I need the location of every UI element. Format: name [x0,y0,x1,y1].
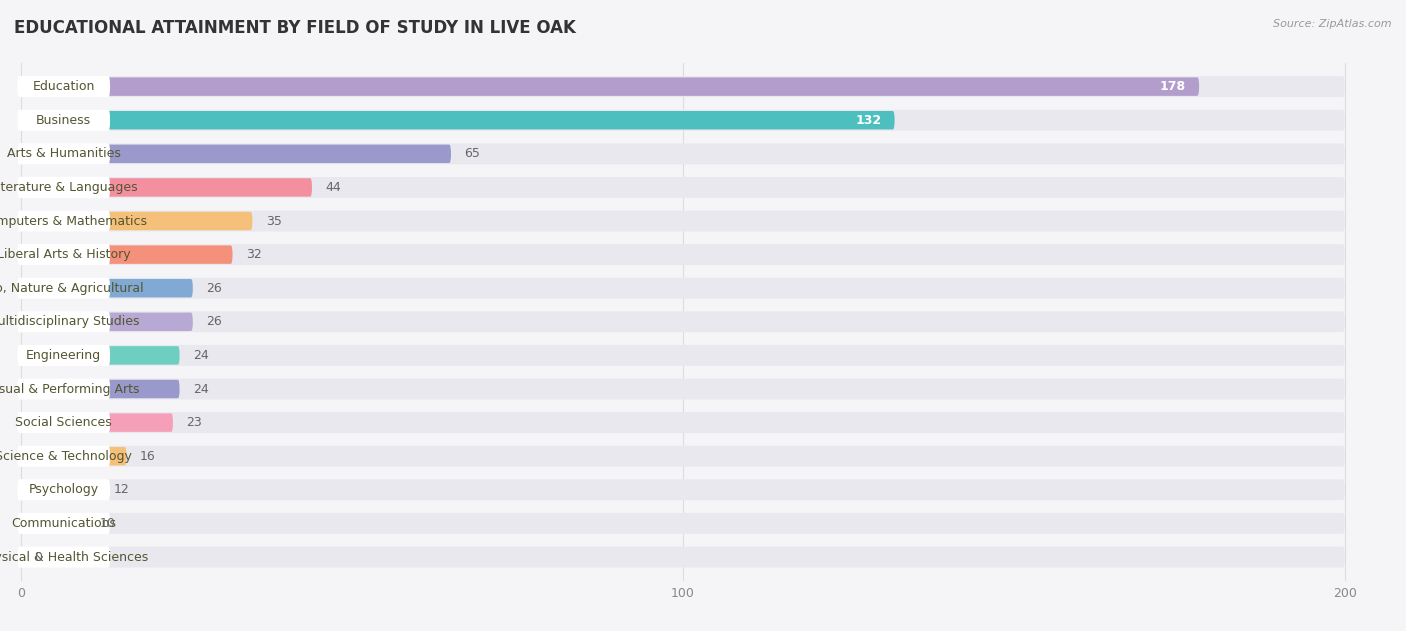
Text: Physical & Health Sciences: Physical & Health Sciences [0,550,149,563]
FancyBboxPatch shape [21,76,1344,97]
Text: Communications: Communications [11,517,117,530]
Text: 65: 65 [464,147,479,160]
FancyBboxPatch shape [21,447,127,466]
FancyBboxPatch shape [21,546,1344,567]
Text: 12: 12 [114,483,129,497]
Text: Liberal Arts & History: Liberal Arts & History [0,248,131,261]
FancyBboxPatch shape [17,479,110,500]
FancyBboxPatch shape [17,379,110,399]
FancyBboxPatch shape [21,278,1344,298]
Text: Arts & Humanities: Arts & Humanities [7,147,121,160]
FancyBboxPatch shape [21,380,180,398]
FancyBboxPatch shape [21,311,1344,333]
Text: 24: 24 [193,349,208,362]
FancyBboxPatch shape [21,110,1344,131]
Text: 44: 44 [325,181,342,194]
FancyBboxPatch shape [21,178,312,197]
FancyBboxPatch shape [21,144,451,163]
FancyBboxPatch shape [21,346,180,365]
Text: Computers & Mathematics: Computers & Mathematics [0,215,148,228]
Text: Business: Business [37,114,91,127]
FancyBboxPatch shape [21,481,100,499]
FancyBboxPatch shape [17,513,110,534]
Text: Literature & Languages: Literature & Languages [0,181,138,194]
Text: 178: 178 [1160,80,1185,93]
Text: EDUCATIONAL ATTAINMENT BY FIELD OF STUDY IN LIVE OAK: EDUCATIONAL ATTAINMENT BY FIELD OF STUDY… [14,19,576,37]
FancyBboxPatch shape [21,514,87,533]
Text: 24: 24 [193,382,208,396]
FancyBboxPatch shape [21,412,1344,433]
FancyBboxPatch shape [21,345,1344,366]
Text: Source: ZipAtlas.com: Source: ZipAtlas.com [1274,19,1392,29]
FancyBboxPatch shape [17,244,110,265]
FancyBboxPatch shape [21,379,1344,399]
FancyBboxPatch shape [17,345,110,366]
FancyBboxPatch shape [21,480,1344,500]
Text: 32: 32 [246,248,262,261]
FancyBboxPatch shape [21,279,193,297]
Text: Multidisciplinary Studies: Multidisciplinary Studies [0,316,141,328]
FancyBboxPatch shape [21,413,173,432]
FancyBboxPatch shape [21,211,1344,232]
Text: Visual & Performing Arts: Visual & Performing Arts [0,382,141,396]
Text: 35: 35 [266,215,281,228]
FancyBboxPatch shape [21,111,894,129]
FancyBboxPatch shape [21,312,193,331]
FancyBboxPatch shape [17,412,110,433]
Text: 0: 0 [34,550,42,563]
FancyBboxPatch shape [17,177,110,198]
Text: Science & Technology: Science & Technology [0,450,132,463]
Text: 26: 26 [207,281,222,295]
FancyBboxPatch shape [17,311,110,333]
FancyBboxPatch shape [17,76,110,97]
Text: Education: Education [32,80,94,93]
FancyBboxPatch shape [17,278,110,299]
Text: Social Sciences: Social Sciences [15,416,112,429]
FancyBboxPatch shape [21,245,232,264]
FancyBboxPatch shape [21,143,1344,164]
FancyBboxPatch shape [17,445,110,467]
Text: 26: 26 [207,316,222,328]
Text: 132: 132 [855,114,882,127]
Text: 16: 16 [139,450,156,463]
FancyBboxPatch shape [21,212,253,230]
FancyBboxPatch shape [21,177,1344,198]
FancyBboxPatch shape [21,244,1344,265]
FancyBboxPatch shape [17,210,110,232]
FancyBboxPatch shape [17,546,110,568]
FancyBboxPatch shape [17,110,110,131]
FancyBboxPatch shape [21,513,1344,534]
FancyBboxPatch shape [17,143,110,165]
Text: Engineering: Engineering [27,349,101,362]
Text: 10: 10 [100,517,117,530]
FancyBboxPatch shape [21,78,1199,96]
Text: 23: 23 [186,416,202,429]
FancyBboxPatch shape [21,445,1344,466]
Text: Psychology: Psychology [28,483,98,497]
Text: Bio, Nature & Agricultural: Bio, Nature & Agricultural [0,281,143,295]
